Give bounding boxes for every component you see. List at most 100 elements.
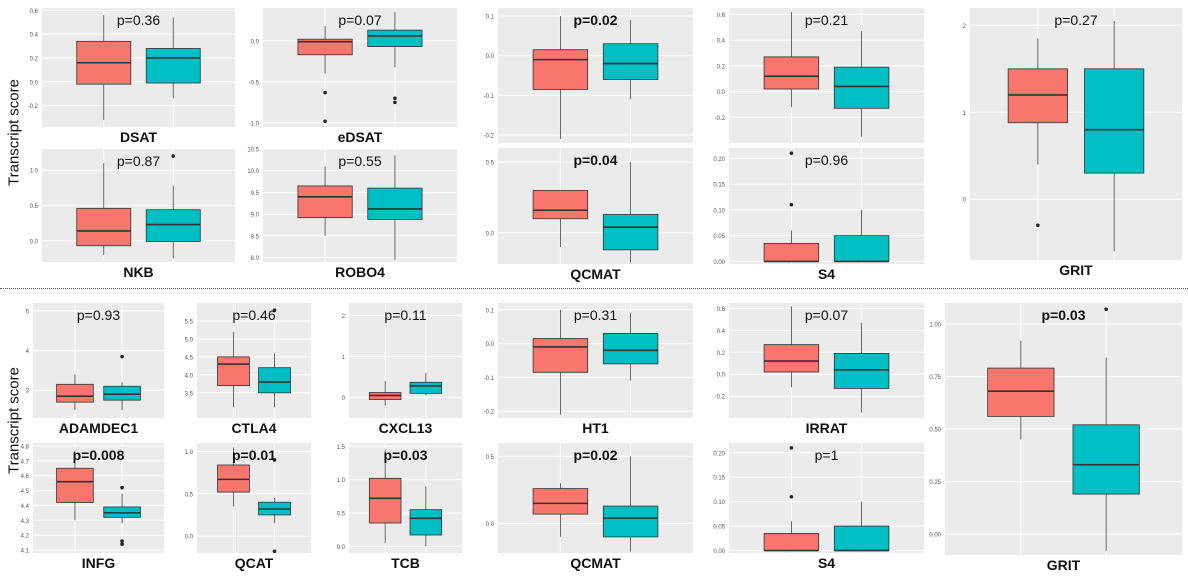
group2-box xyxy=(1084,68,1145,174)
group2-box xyxy=(602,214,659,251)
y-tick-label: 8.0 xyxy=(251,256,260,262)
y-tick-label: -0.2 xyxy=(484,134,495,140)
gene-label: S4 xyxy=(818,266,835,282)
panel-qcmat: 0.0 0.5 p=0.02 QCMAT xyxy=(486,443,693,571)
group1-outlier xyxy=(789,494,794,499)
y-tick-label: 0.10 xyxy=(713,208,725,214)
group1-box xyxy=(297,185,353,219)
p-value-label: p=0.55 xyxy=(338,153,381,169)
gene-label: GRIT xyxy=(1047,557,1081,573)
y-tick-label: -0.2 xyxy=(484,410,495,416)
y-tick-label: 0.5 xyxy=(30,204,39,210)
y-tick-label: 5.0 xyxy=(185,337,194,343)
y-tick-label: 0.4 xyxy=(30,33,39,39)
y-tick-label: -1.0 xyxy=(249,121,260,127)
p-value-label: p=0.36 xyxy=(117,12,160,28)
group2-box xyxy=(602,505,659,538)
panel-grit: 0 1 2 p=0.27 GRIT xyxy=(963,8,1182,278)
group1-outlier xyxy=(1036,223,1040,228)
p-value-label: p=0.02 xyxy=(574,447,618,463)
y-tick-label: 4.6 xyxy=(21,474,30,480)
y-tick-label: 0.0 xyxy=(717,90,726,96)
y-tick-label: -0.1 xyxy=(484,94,495,100)
group2-box xyxy=(833,352,890,389)
group2-box xyxy=(409,381,443,394)
y-tick-label: 0.75 xyxy=(929,375,941,381)
p-value-label: p=0.93 xyxy=(77,307,120,323)
y-tick-label: 4.4 xyxy=(21,504,30,510)
y-tick-label: 0 xyxy=(342,396,346,402)
y-tick-label: 5.5 xyxy=(185,319,194,325)
y-tick-label: -0.2 xyxy=(28,104,39,110)
panel-irrat: -0.20.00.20.40.6p=0.21IRRAT xyxy=(715,8,924,161)
group2-outlier xyxy=(393,96,397,101)
y-tick-label: 4.7 xyxy=(21,459,30,465)
panel-cxcl13: 0 1 2 p=0.11 CXCL13 xyxy=(342,303,462,436)
group2-box xyxy=(602,43,659,80)
y-tick-label: 4.1 xyxy=(21,549,30,555)
gene-label: QCMAT xyxy=(570,555,621,571)
y-tick-label: 0.6 xyxy=(717,13,726,19)
group1-outlier xyxy=(323,119,327,124)
panel-background xyxy=(263,8,457,127)
p-value-label: p=1 xyxy=(815,447,839,463)
group2-box xyxy=(145,209,201,242)
panel-background xyxy=(349,303,462,418)
y-tick-label: 4.8 xyxy=(21,444,30,450)
p-value-label: p=0.21 xyxy=(805,12,848,28)
y-tick-label: 4 xyxy=(26,349,30,355)
y-tick-label: 0.0 xyxy=(486,522,495,528)
y-tick-label: 9.0 xyxy=(251,213,260,219)
p-value-label: p=0.27 xyxy=(1054,12,1097,28)
y-tick-label: 4.5 xyxy=(21,489,30,495)
y-tick-label: 0.5 xyxy=(185,492,194,498)
p-value-label: p=0.02 xyxy=(574,12,618,28)
group1-box xyxy=(763,56,820,90)
p-value-label: p=0.96 xyxy=(805,152,848,168)
panel-ctla4: 3.5 4.0 4.5 5.0 5.5 p=0.46 CTLA4 xyxy=(185,303,311,436)
y-tick-label: 0.0 xyxy=(486,54,495,60)
gene-label: GRIT xyxy=(1059,262,1093,278)
p-value-label: p=0.01 xyxy=(232,447,276,463)
y-tick-label: 0.15 xyxy=(713,183,725,189)
y-tick-label: 1 xyxy=(342,355,346,361)
group2-outlier xyxy=(120,542,124,546)
y-tick-label: 2 xyxy=(963,24,967,30)
panel-background xyxy=(498,8,693,143)
group1-outlier xyxy=(323,90,327,95)
panel-ht1: -0.2 -0.1 0.0 0.1 p=0.31 HT1 xyxy=(484,303,693,436)
gene-label: ROBO4 xyxy=(335,264,385,280)
group2-outlier xyxy=(120,539,124,543)
p-value-label: p=0.008 xyxy=(73,447,125,463)
group1-box xyxy=(297,38,353,56)
group2-box xyxy=(602,333,659,365)
panel-adamdec1: 3 4 5 p=0.93 ADAMDEC1 xyxy=(26,303,164,436)
y-tick-label: 0.0 xyxy=(717,373,726,379)
section-divider xyxy=(0,288,1188,289)
group1-box xyxy=(532,190,589,220)
group1-box xyxy=(532,49,589,90)
y-tick-label: 0.20 xyxy=(713,157,725,163)
y-tick-label: 2 xyxy=(342,314,346,320)
y-tick-label: 0.1 xyxy=(486,308,495,314)
y-tick-label: 0.05 xyxy=(713,525,725,531)
y-tick-label: 1.0 xyxy=(30,169,39,175)
group2-box xyxy=(1072,424,1140,495)
y-tick-label: 0.0 xyxy=(486,342,495,348)
y-tick-label: 0 xyxy=(963,198,967,204)
panel-background xyxy=(42,8,235,127)
y-tick-label: 0.15 xyxy=(713,476,725,482)
panel-irrat: -0.2 0.0 0.2 0.4 0.6 p=0.07 IRRAT xyxy=(715,303,924,436)
panel-dsat: -0.2 0.0 0.2 0.4 0.6 p=0.36 DSAT xyxy=(28,8,235,145)
p-value-label: p=0.11 xyxy=(384,307,426,323)
group2-box xyxy=(103,385,141,401)
y-tick-label: 0.50 xyxy=(929,428,941,434)
y-tick-label: 4.0 xyxy=(185,373,194,379)
group2-box xyxy=(367,187,423,220)
panel-background xyxy=(498,148,693,264)
y-tick-label: 10.5 xyxy=(247,148,259,154)
group2-box xyxy=(409,509,443,536)
y-tick-label: 8.5 xyxy=(251,234,260,240)
gene-label: CTLA4 xyxy=(231,420,276,436)
